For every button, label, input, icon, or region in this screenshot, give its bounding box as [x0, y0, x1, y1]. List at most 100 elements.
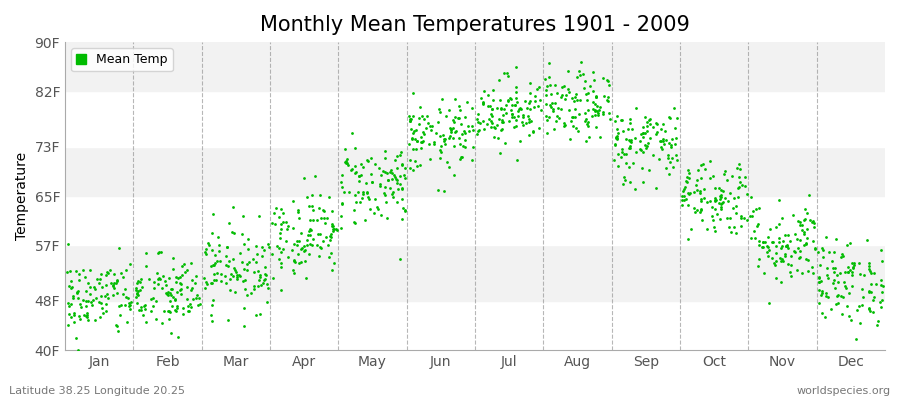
- Point: [494, 106, 508, 112]
- Point: [139, 263, 153, 269]
- Point: [226, 256, 240, 262]
- Point: [119, 267, 133, 274]
- Point: [214, 278, 229, 284]
- Point: [821, 294, 835, 300]
- Point: [279, 219, 293, 225]
- Point: [690, 207, 705, 214]
- Point: [760, 234, 775, 240]
- Point: [67, 293, 81, 299]
- Point: [623, 138, 637, 144]
- Point: [403, 126, 418, 132]
- Point: [706, 224, 721, 230]
- Point: [122, 300, 136, 306]
- Point: [202, 242, 216, 248]
- Point: [760, 243, 775, 249]
- Point: [800, 210, 814, 216]
- Point: [580, 119, 595, 125]
- Point: [572, 97, 587, 103]
- Text: worldspecies.org: worldspecies.org: [796, 386, 891, 396]
- Point: [670, 157, 684, 164]
- Point: [793, 254, 807, 260]
- Point: [137, 303, 151, 310]
- Point: [570, 97, 584, 104]
- Point: [93, 275, 107, 282]
- Point: [738, 174, 752, 180]
- Point: [849, 335, 863, 342]
- Point: [94, 293, 108, 300]
- Point: [610, 151, 625, 157]
- Point: [71, 276, 86, 283]
- Point: [818, 314, 832, 320]
- Point: [855, 302, 869, 309]
- Point: [649, 131, 663, 138]
- Point: [286, 241, 301, 248]
- Point: [723, 215, 737, 221]
- Point: [210, 258, 224, 264]
- Point: [866, 297, 880, 303]
- Point: [569, 91, 583, 97]
- Point: [310, 242, 324, 248]
- Point: [130, 287, 144, 293]
- Point: [176, 272, 190, 279]
- Point: [212, 258, 227, 264]
- Point: [299, 274, 313, 281]
- Point: [568, 106, 582, 112]
- Point: [778, 251, 792, 257]
- Point: [254, 282, 268, 288]
- Point: [650, 120, 664, 127]
- Point: [94, 271, 108, 277]
- Point: [812, 274, 826, 280]
- Point: [760, 244, 775, 250]
- Point: [695, 216, 709, 223]
- Point: [347, 145, 362, 151]
- Point: [394, 216, 409, 222]
- Point: [421, 120, 436, 126]
- Point: [663, 144, 678, 151]
- Point: [252, 212, 266, 219]
- Point: [694, 175, 708, 182]
- Point: [693, 207, 707, 213]
- Point: [237, 241, 251, 248]
- Point: [395, 196, 410, 202]
- Point: [776, 238, 790, 244]
- Point: [447, 119, 462, 125]
- Point: [739, 216, 753, 223]
- Point: [274, 260, 289, 267]
- Point: [84, 299, 98, 305]
- Point: [350, 189, 365, 195]
- Point: [74, 304, 88, 310]
- Point: [512, 106, 526, 112]
- Point: [485, 105, 500, 112]
- Point: [693, 190, 707, 196]
- Point: [600, 98, 615, 105]
- Point: [557, 123, 572, 130]
- Point: [702, 158, 716, 164]
- Point: [610, 112, 625, 119]
- Point: [504, 107, 518, 113]
- Point: [714, 204, 728, 210]
- Point: [858, 272, 872, 278]
- Point: [377, 189, 392, 196]
- Point: [300, 236, 314, 243]
- Point: [238, 286, 252, 292]
- Point: [833, 254, 848, 260]
- Point: [799, 240, 814, 246]
- Point: [320, 214, 334, 221]
- Point: [300, 194, 314, 200]
- Point: [409, 146, 423, 152]
- Point: [689, 177, 704, 184]
- Point: [225, 229, 239, 235]
- Point: [760, 249, 774, 256]
- Point: [447, 171, 462, 178]
- Point: [838, 269, 852, 275]
- Point: [427, 139, 441, 146]
- Point: [577, 85, 591, 91]
- Point: [871, 318, 886, 324]
- Point: [842, 269, 856, 275]
- Point: [699, 226, 714, 232]
- Point: [442, 135, 456, 142]
- Point: [247, 269, 261, 275]
- Point: [205, 302, 220, 308]
- Point: [152, 275, 166, 282]
- Point: [609, 134, 624, 140]
